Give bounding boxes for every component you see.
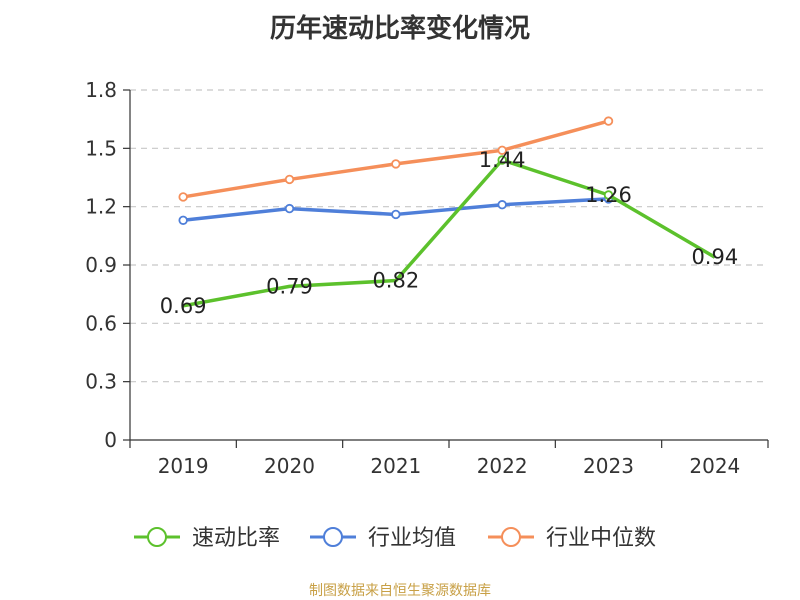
- series-line: [182, 158, 716, 308]
- series-0: [182, 155, 716, 308]
- data-label: 0.94: [691, 245, 738, 269]
- y-tick-label: 1.8: [85, 78, 117, 102]
- y-tick-label: 0: [104, 428, 117, 452]
- data-point: [284, 174, 295, 185]
- data-point: [603, 116, 614, 126]
- data-point: [497, 145, 507, 155]
- legend-item-2: 行业中位数: [488, 526, 656, 551]
- data-label: 0.82: [372, 269, 419, 293]
- x-tick-label: 2023: [583, 454, 634, 478]
- x-tick-label: 2024: [689, 454, 740, 478]
- legend-item-1: 行业均值: [310, 526, 456, 551]
- data-label: 0.69: [160, 294, 207, 318]
- chart-title: 历年速动比率变化情况: [269, 14, 530, 44]
- legend-label: 行业均值: [368, 526, 456, 551]
- legend-swatch-marker: [501, 527, 521, 547]
- x-tick-label: 2019: [158, 454, 209, 478]
- data-point: [391, 209, 401, 220]
- data-point: [391, 159, 401, 169]
- data-label: 1.44: [479, 148, 526, 172]
- data-label: 1.26: [585, 183, 632, 207]
- data-point: [178, 215, 188, 225]
- x-tick-label: 2022: [477, 454, 528, 478]
- y-tick-label: 0.9: [85, 253, 117, 277]
- legend-item-0: 速动比率: [134, 526, 280, 551]
- y-tick-label: 0.6: [85, 311, 117, 335]
- series-line: [182, 119, 609, 199]
- data-label: 0.79: [266, 274, 313, 298]
- data-point: [497, 200, 507, 210]
- series-1: [178, 194, 614, 225]
- y-tick-label: 0.3: [85, 370, 117, 394]
- data-point: [284, 203, 295, 214]
- legend-swatch-marker: [147, 527, 167, 547]
- legend-swatch-marker: [323, 527, 343, 547]
- series-2: [178, 116, 614, 202]
- data-point: [603, 190, 614, 200]
- legend-label: 行业中位数: [546, 526, 656, 551]
- source-note: 制图数据来自恒生聚源数据库: [309, 583, 491, 599]
- x-tick-label: 2020: [264, 454, 315, 478]
- y-tick-label: 1.2: [85, 195, 117, 219]
- x-tick-label: 2021: [370, 454, 421, 478]
- y-tick-label: 1.5: [85, 136, 117, 160]
- data-point: [178, 192, 188, 202]
- legend-label: 速动比率: [192, 526, 280, 551]
- data-point: [497, 155, 507, 165]
